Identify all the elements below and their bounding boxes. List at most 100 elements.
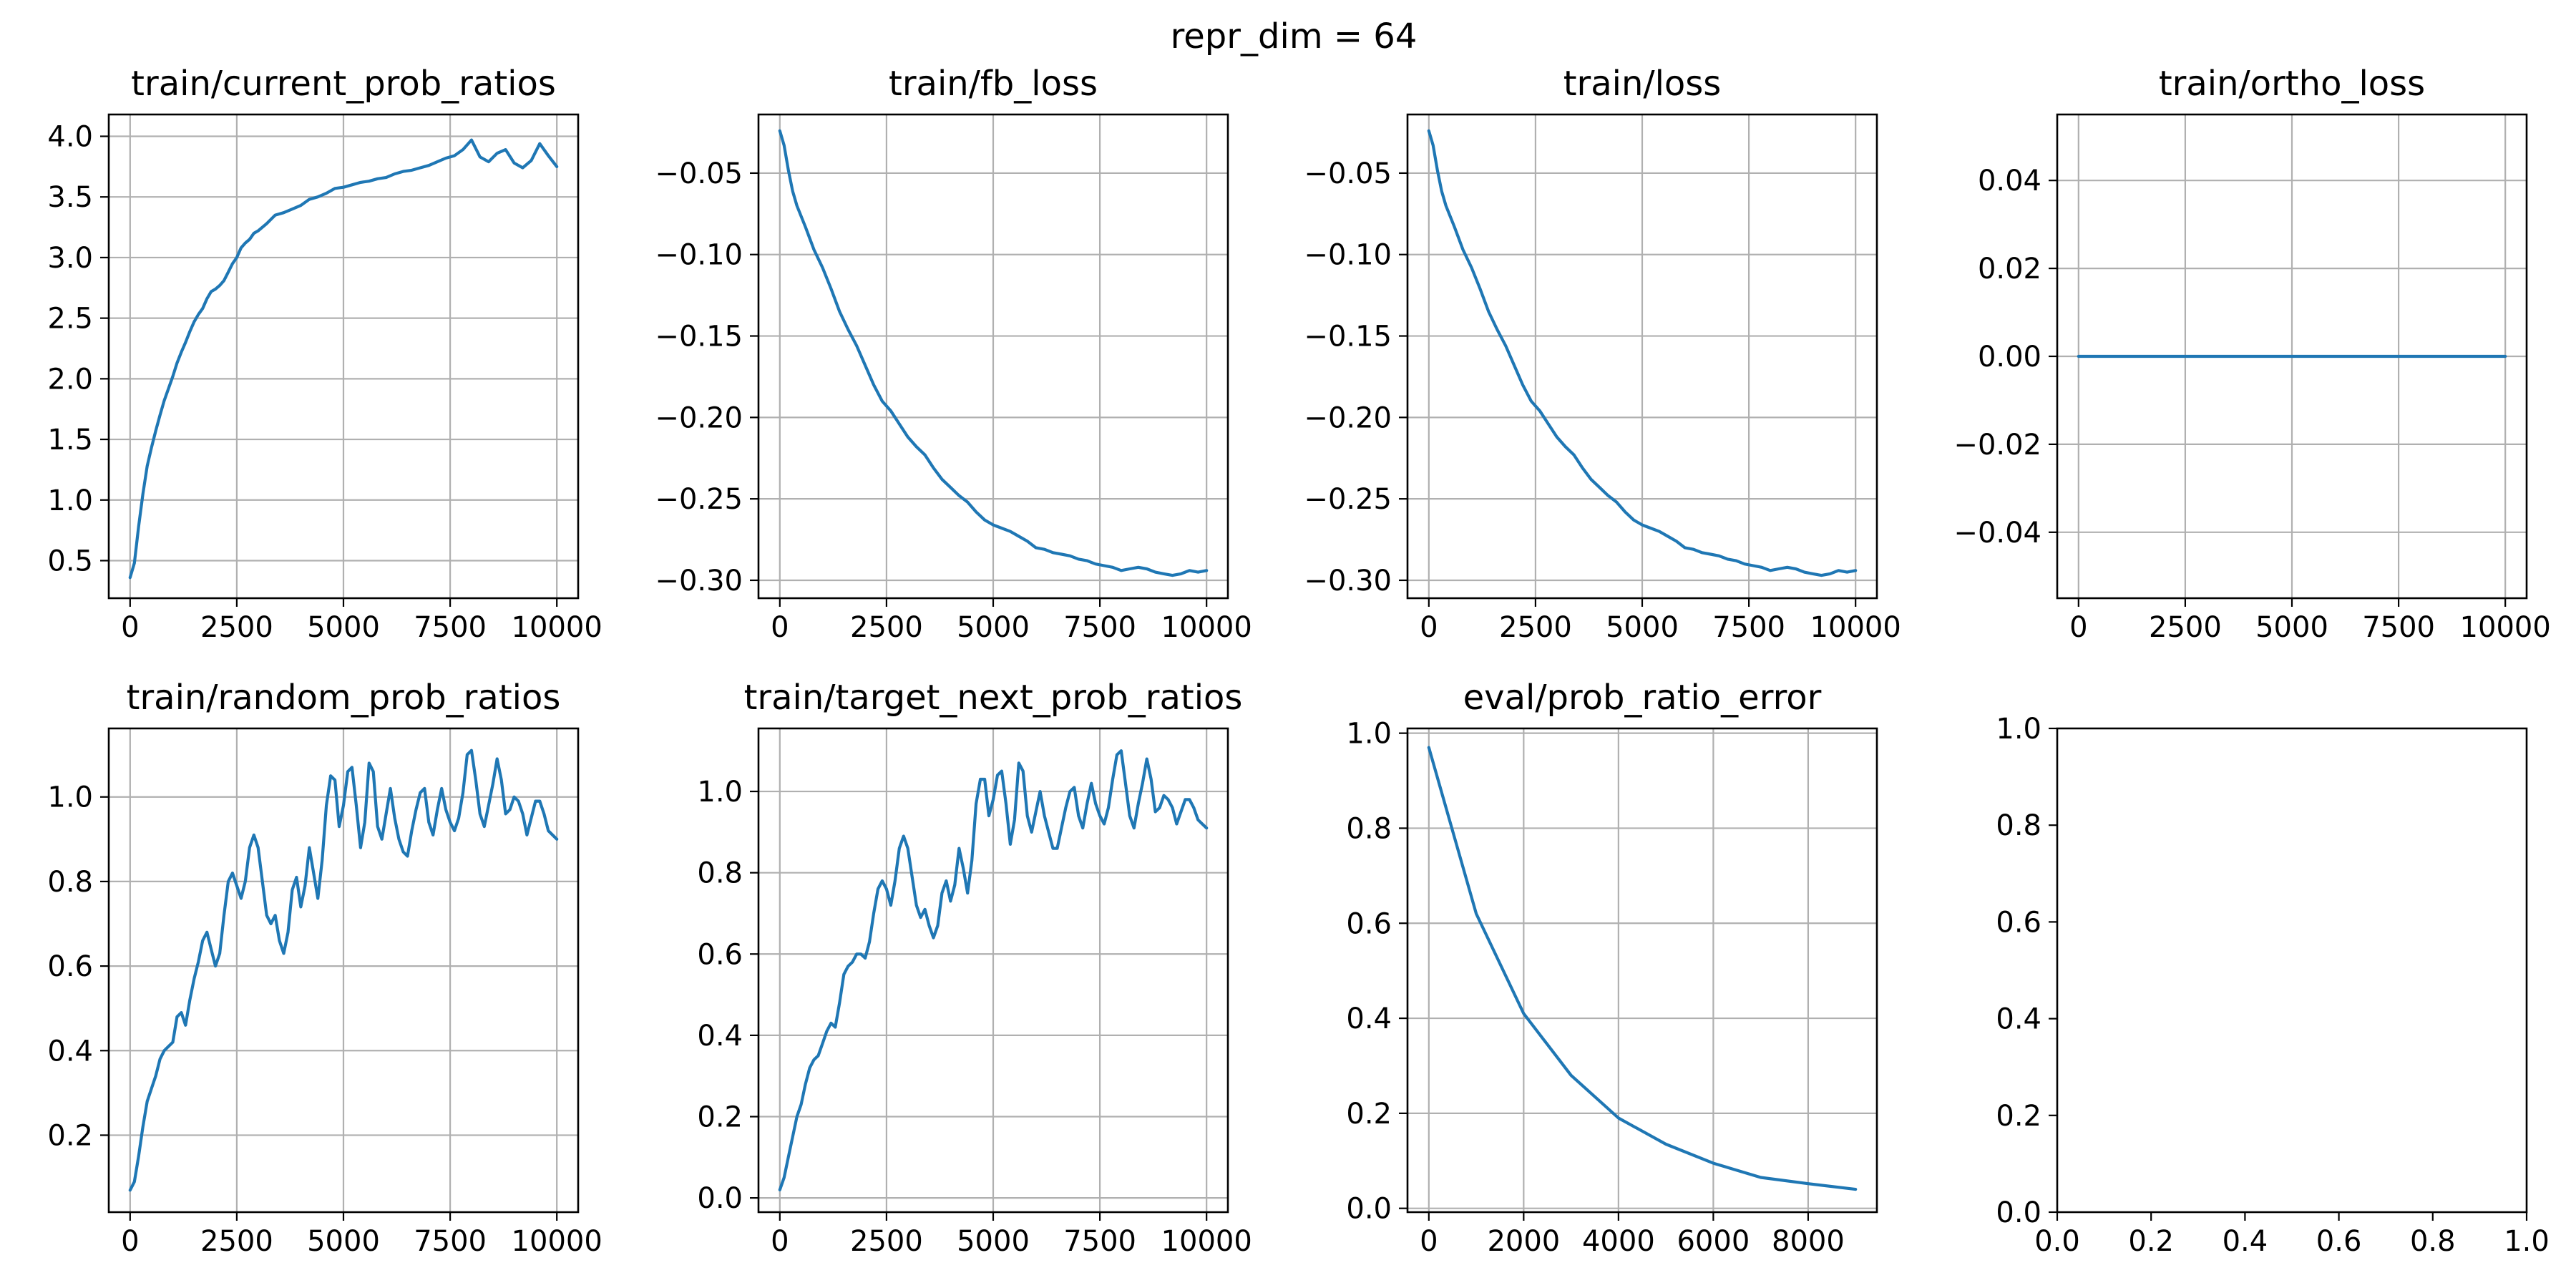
series-line-0	[1427, 129, 1858, 577]
y-tick-label: −0.15	[1304, 321, 1392, 353]
x-tick-label: 10000	[1161, 1225, 1252, 1258]
x-tick-label: 0.6	[2316, 1225, 2362, 1258]
series-line-0	[128, 748, 559, 1192]
axes-frame	[1406, 727, 1878, 1214]
y-tick-label: 0.2	[1996, 1100, 2041, 1133]
x-tick-label: 0	[121, 611, 139, 644]
axes-background	[2057, 728, 2527, 1212]
y-tick-label: −0.05	[655, 157, 743, 190]
y-tick-label: 1.0	[1996, 713, 2041, 746]
y-tick-label: 0.4	[1996, 1003, 2041, 1036]
x-tick-label: 8000	[1772, 1225, 1845, 1258]
series-line-0	[128, 138, 559, 580]
subplot-1: 0 2500 5000 7500 10000 −0.05 −0.10 −0.15 −0.20 −0…	[655, 64, 1252, 644]
x-tick-label: 0	[121, 1225, 139, 1258]
x-tick-label: 0.0	[2034, 1225, 2080, 1258]
x-tick-label: 2000	[1487, 1225, 1560, 1258]
x-tick-label: 7500	[1063, 1225, 1136, 1258]
axes-background	[1407, 728, 1877, 1212]
x-tick-label: 7500	[414, 611, 487, 644]
x-tick-label: 5000	[1606, 611, 1679, 644]
y-tick-label: 1.0	[1346, 718, 1392, 751]
x-tick-label: 5000	[957, 611, 1030, 644]
y-tick-label: 0.6	[697, 938, 743, 971]
series-line-0	[1427, 746, 1858, 1191]
x-tick-label: 7500	[1063, 611, 1136, 644]
series-line-0	[778, 749, 1209, 1191]
y-tick-label: 0.2	[47, 1119, 93, 1152]
y-tick-label: 0.0	[1346, 1193, 1392, 1226]
subplot-title: eval/prob_ratio_error	[1463, 678, 1822, 718]
y-tick-label: 4.0	[47, 120, 93, 153]
subplot-5: 0 2500 5000 7500 10000 0.0 0.2 0.4 0.6 0.8 1.0 trai…	[697, 678, 1252, 1258]
subplot-3: 0 2500 5000 7500 10000 0.04 0.02 0.00 −0.02 −0.04…	[1953, 64, 2550, 644]
y-tick-label: 1.0	[47, 781, 93, 814]
y-tick-label: 0.4	[1346, 1002, 1392, 1035]
y-tick-label: 0.4	[697, 1020, 743, 1053]
x-tick-label: 1.0	[2504, 1225, 2550, 1258]
y-tick-label: 2.5	[47, 303, 93, 336]
figure-suptitle: repr_dim = 64	[1171, 16, 1418, 57]
y-tick-label: 1.5	[47, 424, 93, 457]
x-tick-label: 2500	[1499, 611, 1572, 644]
y-tick-label: −0.05	[1304, 157, 1392, 190]
y-tick-label: 0.5	[47, 545, 93, 577]
x-tick-label: 2500	[2149, 611, 2222, 644]
x-tick-label: 0	[771, 611, 789, 644]
y-tick-label: −0.10	[655, 239, 743, 272]
x-tick-label: 2500	[850, 1225, 923, 1258]
x-tick-label: 5000	[307, 611, 380, 644]
y-tick-label: 0.8	[1996, 809, 2041, 842]
x-tick-label: 10000	[512, 611, 602, 644]
x-tick-label: 7500	[1712, 611, 1785, 644]
y-tick-label: 0.2	[1346, 1098, 1392, 1131]
y-tick-label: 1.0	[47, 484, 93, 517]
y-tick-label: −0.02	[1953, 429, 2041, 462]
x-tick-label: 7500	[2362, 611, 2435, 644]
y-tick-label: 0.2	[697, 1101, 743, 1134]
subplot-0: 0 2500 5000 7500 10000 0.5 1.0 1.5 2.0 2.5 3.0 3.5 4…	[47, 64, 602, 644]
x-tick-label: 0	[1420, 1225, 1438, 1258]
y-tick-label: 0.4	[47, 1035, 93, 1068]
y-tick-label: −0.04	[1953, 517, 2041, 550]
subplot-title: train/loss	[1563, 64, 1722, 104]
y-tick-label: 0.6	[1996, 906, 2041, 939]
y-tick-label: 3.5	[47, 181, 93, 214]
y-tick-label: 2.0	[47, 363, 93, 396]
axes-frame	[2056, 727, 2528, 1214]
x-tick-label: 0	[2069, 611, 2087, 644]
y-tick-label: −0.30	[1304, 565, 1392, 597]
y-tick-label: 0.00	[1978, 341, 2041, 374]
x-tick-label: 2500	[850, 611, 923, 644]
subplot-7: 0.0 0.2 0.4 0.6 0.8 1.0 0.0 0.2 0.4 0.6 0.8 1.0	[1996, 713, 2549, 1258]
x-tick-label: 0.8	[2410, 1225, 2456, 1258]
y-tick-label: 0.8	[1346, 812, 1392, 845]
subplot-title: train/current_prob_ratios	[131, 64, 556, 104]
subplot-title: train/random_prob_ratios	[127, 678, 561, 718]
y-tick-label: −0.20	[655, 401, 743, 434]
y-tick-label: 0.04	[1978, 165, 2041, 197]
y-tick-label: −0.20	[1304, 401, 1392, 434]
subplot-2: 0 2500 5000 7500 10000 −0.05 −0.10 −0.15 −0.20 −0…	[1304, 64, 1901, 644]
y-tick-label: −0.10	[1304, 239, 1392, 272]
y-tick-label: −0.25	[1304, 483, 1392, 516]
subplot-title: train/target_next_prob_ratios	[744, 678, 1243, 718]
x-tick-label: 10000	[2460, 611, 2551, 644]
subplot-4: 0 2500 5000 7500 10000 0.2 0.4 0.6 0.8 1.0 train/r…	[47, 678, 602, 1258]
subplot-title: train/fb_loss	[889, 64, 1098, 104]
y-tick-label: 0.0	[1996, 1196, 2041, 1229]
y-tick-label: 1.0	[697, 776, 743, 809]
subplot-grid: 0 2500 5000 7500 10000 0.5 1.0 1.5 2.0 2.5 3.0 3.5 4…	[47, 64, 2550, 1258]
x-tick-label: 7500	[414, 1225, 487, 1258]
x-tick-label: 0	[771, 1225, 789, 1258]
subplot-title: train/ortho_loss	[2159, 64, 2425, 104]
x-tick-label: 5000	[2255, 611, 2328, 644]
x-tick-label: 2500	[200, 1225, 273, 1258]
x-tick-label: 10000	[1161, 611, 1252, 644]
x-tick-label: 0.2	[2128, 1225, 2174, 1258]
y-tick-label: 0.02	[1978, 253, 2041, 286]
y-tick-label: 0.6	[47, 950, 93, 983]
x-tick-label: 2500	[200, 611, 273, 644]
y-tick-label: −0.30	[655, 565, 743, 597]
